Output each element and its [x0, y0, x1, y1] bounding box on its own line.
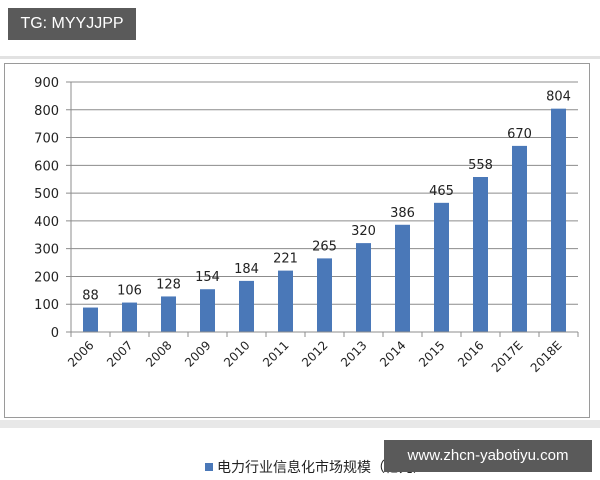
data-label: 154: [195, 270, 220, 285]
x-tick-label: 2007: [104, 338, 135, 369]
x-axis: 2006 2007 2008 2009 2010 2011 2012 2013 2014 2015…: [65, 331, 579, 375]
y-tick-label: 800: [34, 104, 59, 119]
data-label: 804: [546, 90, 571, 105]
y-tick-label: 700: [34, 132, 59, 147]
data-label: 221: [273, 252, 298, 267]
y-tick-label: 500: [34, 187, 59, 202]
bar: [395, 224, 410, 332]
watermark-top: TG: MYYJJPP: [8, 8, 136, 40]
bar: [239, 280, 254, 332]
bar: [278, 270, 293, 332]
x-tick-label: 2014: [377, 338, 408, 369]
y-axis: 0 100 200 300 400 500 600 700 800 900: [34, 76, 72, 341]
chart-frame: 0 100 200 300 400 500 600 700 800 900 88 106 128 154…: [4, 63, 590, 476]
bar: [473, 177, 488, 332]
bar: [200, 289, 215, 332]
bar: [356, 243, 371, 332]
x-tick-label: 2015: [416, 338, 447, 369]
x-tick-label: 2010: [221, 338, 252, 369]
legend: 电力行业信息化市场规模（亿元）: [205, 457, 427, 477]
x-tick-label: 2012: [299, 338, 330, 369]
data-label: 128: [156, 277, 181, 292]
data-label: 106: [117, 284, 142, 299]
data-label: 465: [429, 184, 454, 199]
data-label: 320: [351, 224, 376, 239]
y-tick-label: 300: [34, 243, 59, 258]
data-label: 184: [234, 262, 259, 277]
y-tick-label: 900: [34, 76, 59, 91]
y-tick-label: 100: [34, 298, 59, 313]
bottom-divider-band: [0, 420, 600, 428]
data-label: 386: [390, 206, 415, 221]
x-tick-label: 2017E: [489, 338, 526, 375]
bar: [83, 307, 98, 332]
top-divider-band: [0, 56, 600, 59]
bar: [161, 296, 176, 332]
data-label: 88: [82, 289, 99, 304]
data-labels: 88 106 128 154 184 221 265 320 386 465 558 670 804: [82, 90, 571, 304]
x-tick-label: 2006: [65, 338, 96, 369]
x-tick-label: 2018E: [528, 338, 565, 375]
y-tick-label: 0: [51, 326, 59, 341]
x-tick-label: 2013: [338, 338, 369, 369]
x-tick-label: 2016: [455, 338, 486, 369]
bar-chart: 0 100 200 300 400 500 600 700 800 900 88 106 128 154…: [34, 76, 579, 375]
watermark-bottom: www.zhcn-yabotiyu.com: [384, 440, 592, 472]
y-tick-label: 400: [34, 215, 59, 230]
x-tick-label: 2011: [260, 338, 291, 369]
data-label: 265: [312, 239, 337, 254]
bar: [434, 202, 449, 332]
legend-swatch-icon: [205, 463, 213, 471]
gridlines: [66, 81, 578, 333]
bar: [317, 258, 332, 332]
bars: [83, 108, 566, 332]
y-tick-label: 200: [34, 270, 59, 285]
bar: [551, 108, 566, 332]
x-tick-label: 2009: [182, 338, 213, 369]
y-tick-label: 600: [34, 159, 59, 174]
legend-label: 电力行业信息化市场规模（亿元）: [217, 460, 427, 476]
bar: [512, 145, 527, 332]
data-label: 670: [507, 127, 532, 142]
x-tick-label: 2008: [143, 338, 174, 369]
data-label: 558: [468, 158, 493, 173]
bar: [122, 302, 137, 332]
